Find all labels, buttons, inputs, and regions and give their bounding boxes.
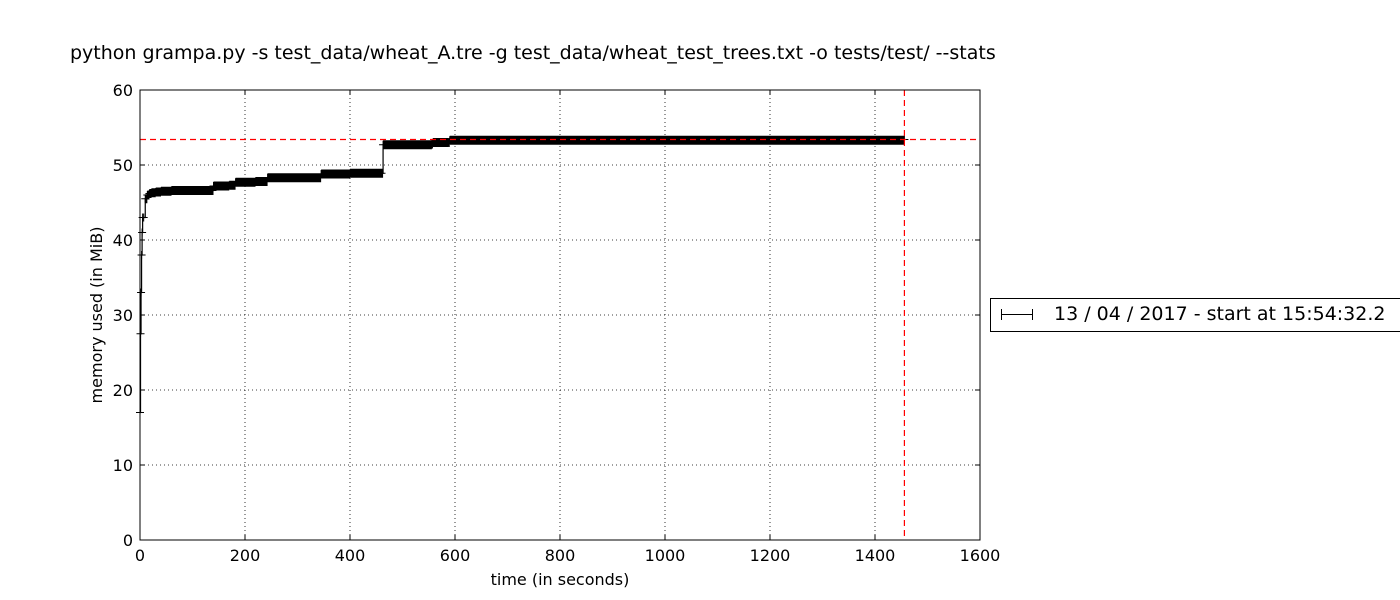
plateau-band [213,181,230,191]
data-point [139,213,148,222]
plateau-band [297,173,322,183]
data-point [136,329,145,338]
x-tick-label: 0 [135,546,145,565]
plateau-band [155,187,161,197]
y-axis-label: memory used (in MiB) [87,227,106,404]
plateau-band [822,135,905,145]
plateau-band [321,169,350,179]
plot-frame [139,89,981,541]
plateau-band [212,186,214,195]
y-tick-label: 10 [113,456,133,475]
plateau-band [432,138,449,147]
plateau-band [402,140,432,150]
plateau-band [147,190,150,200]
plateau-band [448,138,450,147]
plateau-band [267,173,298,183]
y-tick-label: 0 [123,531,133,550]
y-tick-label: 30 [113,306,133,325]
chart-title: python grampa.py -s test_data/wheat_A.tr… [70,42,996,64]
x-tick-label: 200 [230,546,261,565]
y-tick-label: 60 [113,81,133,100]
grid [140,90,980,540]
plateau-band [151,188,156,198]
plateau-band [507,135,613,145]
x-tick-label: 400 [335,546,366,565]
y-tick-label: 40 [113,231,133,250]
plateau-band [192,186,213,195]
data-point [138,228,147,237]
axes: 0 200 400 600 800 1000 1200 1400 1600 0 10 20 30 40 50… [113,81,1001,565]
x-axis-label: time (in seconds) [491,570,630,589]
plateau-band [255,177,268,186]
legend-line-marker [1001,309,1033,320]
x-tick-label: 1600 [960,546,1001,565]
data-point [137,288,146,297]
plateau-band [350,168,382,178]
data-point [137,251,146,259]
x-tick-label: 1400 [855,546,896,565]
plateau-band [235,177,256,187]
plateau-band [449,135,508,145]
plateau-band [229,180,236,190]
plateau-band [431,139,433,149]
plateau-band [149,189,152,198]
plateau-band [381,168,384,178]
x-tick-label: 600 [440,546,471,565]
plateau-band [145,194,148,204]
x-tick-label: 800 [545,546,576,565]
y-tick-label: 20 [113,381,133,400]
y-tick-label: 50 [113,156,133,175]
legend: 13 / 04 / 2017 - start at 15:54:32.2 [990,298,1400,332]
plateau-band [171,186,193,195]
plateau-band [612,135,718,145]
x-tick-label: 1200 [750,546,791,565]
plateau-band [717,135,823,145]
plateau-band [161,186,172,196]
legend-label: 13 / 04 / 2017 - start at 15:54:32.2 [1054,303,1386,325]
plateau-band [383,140,403,150]
x-tick-label: 1000 [645,546,686,565]
plot-area [136,90,980,540]
